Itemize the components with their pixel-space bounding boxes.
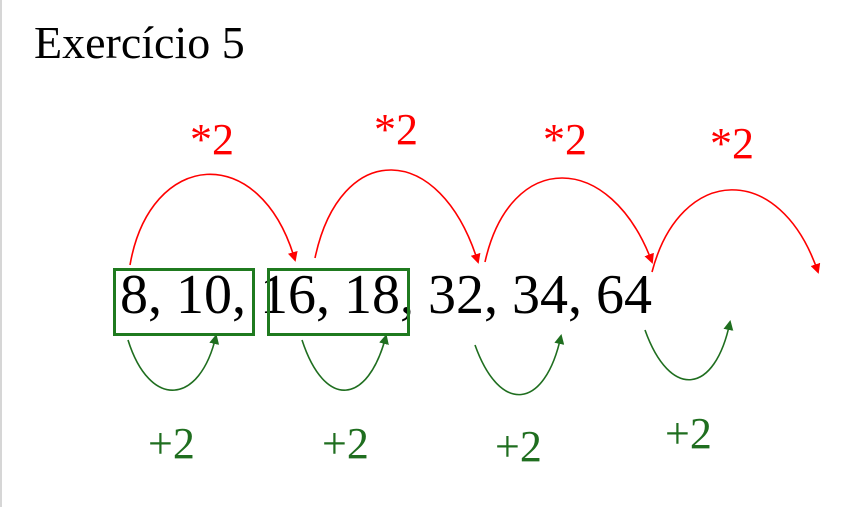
multiply-arc-4 bbox=[651, 189, 821, 274]
multiply-label-4: *2 bbox=[710, 119, 754, 168]
add-label-2: +2 bbox=[322, 419, 369, 468]
multiply-label-1: *2 bbox=[190, 115, 234, 164]
add-arc-2 bbox=[301, 334, 389, 391]
multiply-label-3: *2 bbox=[543, 115, 587, 164]
add-arc-4 bbox=[644, 320, 734, 381]
pair-box-2 bbox=[267, 268, 410, 336]
multiply-arc-3 bbox=[484, 177, 654, 264]
multiply-arc-1 bbox=[129, 173, 298, 266]
pair-box-1 bbox=[113, 268, 255, 336]
slide-edge bbox=[0, 0, 2, 507]
add-label-4: +2 bbox=[665, 409, 712, 458]
add-label-3: +2 bbox=[495, 422, 542, 471]
multiply-label-2: *2 bbox=[374, 105, 418, 154]
add-label-1: +2 bbox=[148, 419, 195, 468]
add-arc-3 bbox=[474, 334, 565, 396]
multiply-arc-2 bbox=[314, 169, 481, 264]
number-sequence: 8, 10, 16, 18, 32, 34, 64 bbox=[120, 264, 652, 326]
add-arc-1 bbox=[127, 334, 220, 391]
slide-title: Exercício 5 bbox=[34, 17, 245, 68]
